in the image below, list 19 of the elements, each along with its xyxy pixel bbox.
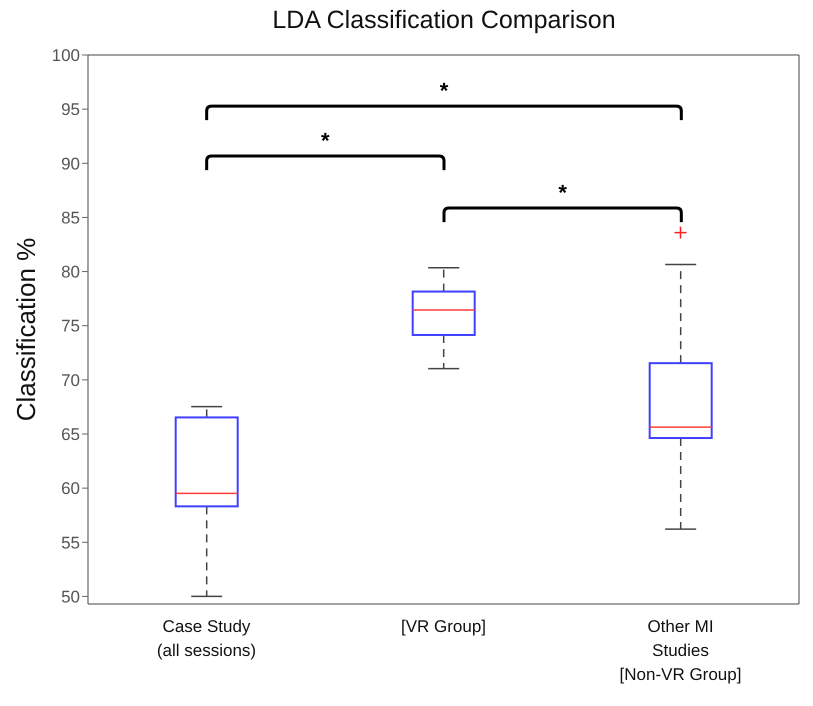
chart-title: LDA Classification Comparison: [271, 6, 617, 35]
y-tick-label: 100: [52, 46, 80, 66]
y-tick-label: 85: [61, 208, 80, 228]
y-tick-label: 60: [61, 479, 80, 498]
annotation: *: [321, 128, 330, 153]
x-tick-label: Other MI Studies [Non-VR Group]: [620, 617, 742, 684]
y-tick-label: 70: [61, 370, 80, 390]
y-tick-label: 90: [61, 154, 80, 174]
y-axis-title: Classification %: [11, 238, 42, 422]
x-tick-label: Case Study (all sessions): [156, 617, 256, 660]
y-tick-label: 55: [61, 533, 80, 552]
annotation: *: [558, 180, 568, 206]
x-tick-label: [VR Group]: [400, 617, 486, 636]
annotation: *: [440, 78, 449, 104]
y-tick-label: 80: [61, 262, 80, 282]
y-tick-label: 95: [61, 100, 80, 120]
y-tick-label: 50: [61, 587, 80, 606]
y-tick-label: 75: [61, 316, 80, 336]
y-tick-label: 65: [61, 425, 80, 444]
